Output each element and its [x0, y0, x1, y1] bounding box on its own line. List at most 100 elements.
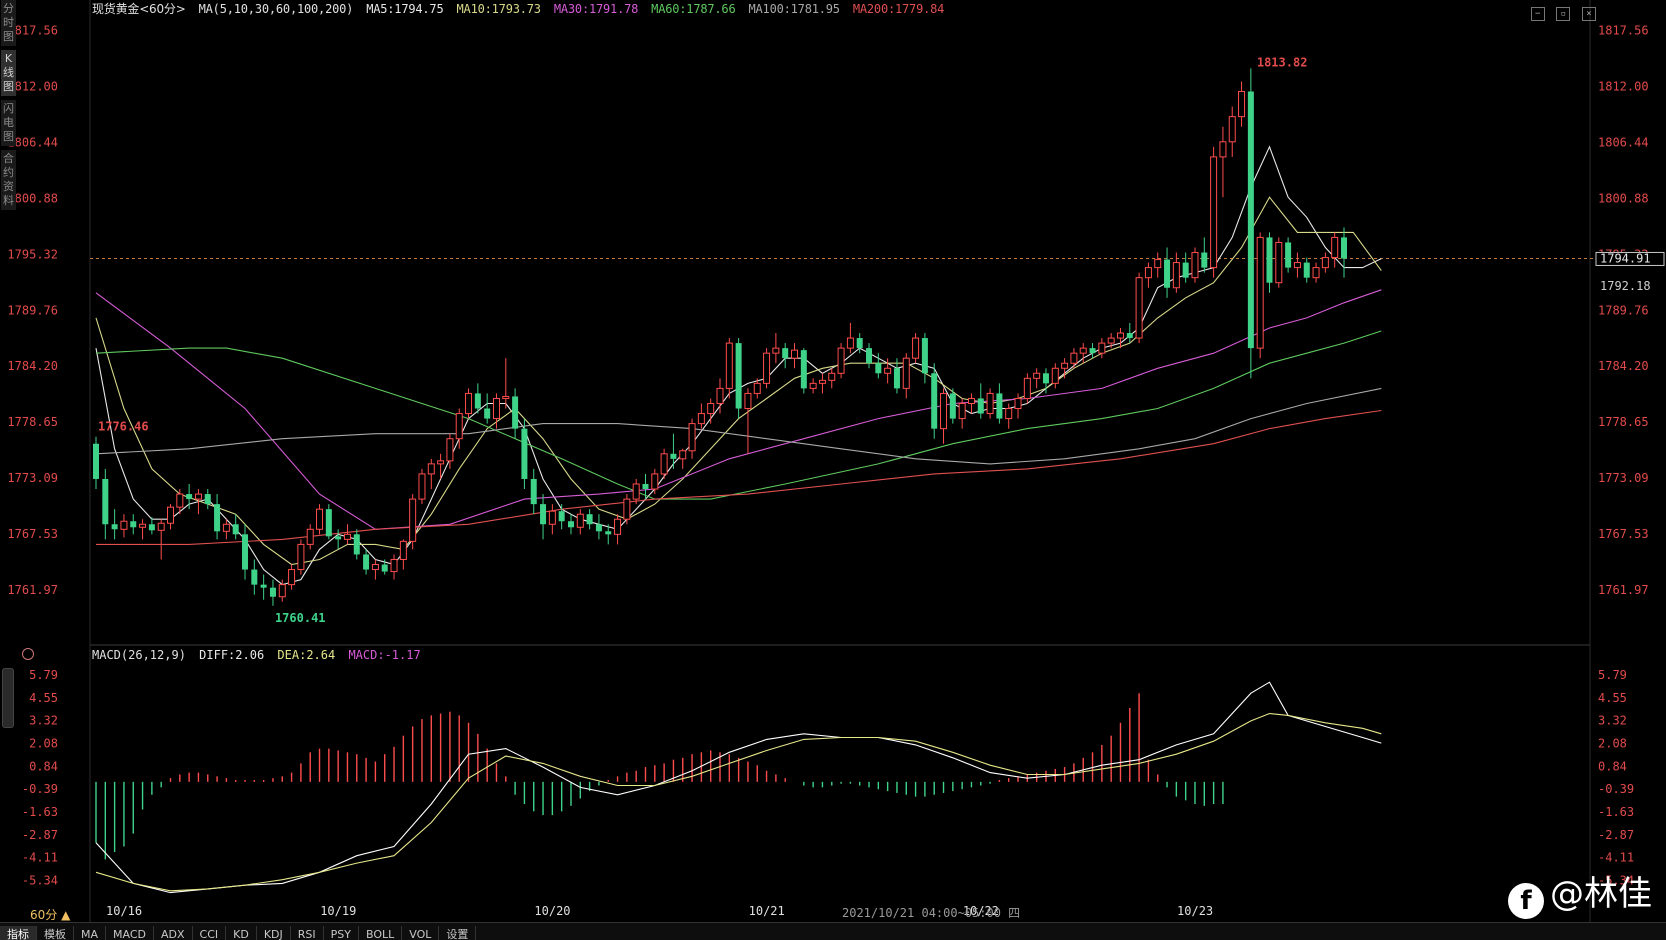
candle-body	[157, 522, 165, 531]
toolbar-vol[interactable]: VOL	[402, 926, 440, 940]
start-price-label: 1776.46	[98, 420, 149, 434]
macd-axis-right-label: 5.79	[1598, 668, 1627, 682]
price-axis-right-label: 1784.20	[1598, 359, 1649, 373]
candle-body	[502, 395, 510, 399]
candle-body	[251, 569, 258, 585]
candle-body	[623, 498, 631, 520]
candle-body	[418, 473, 426, 500]
macd-axis-left-label: -2.87	[22, 828, 58, 842]
price-axis-right-label: 1767.53	[1598, 527, 1649, 541]
watermark: f @林佳	[1508, 866, 1652, 919]
ma-line-ma200	[96, 409, 1382, 545]
candle-body	[614, 518, 622, 535]
date-label: 10/16	[106, 904, 142, 918]
candle-body	[512, 396, 519, 429]
candle-body	[409, 498, 417, 542]
restore-icon[interactable]: ▫	[1556, 7, 1571, 21]
price-axis-right-label: 1800.88	[1598, 191, 1649, 205]
candle-body	[931, 373, 938, 429]
price-axis-right-label: 1812.00	[1598, 79, 1649, 93]
candle-body	[363, 554, 370, 570]
macd-axis-right-label: 3.32	[1598, 714, 1627, 728]
toolbar-tab-indicators[interactable]: 指标	[0, 926, 37, 940]
candle-body	[1275, 241, 1283, 284]
sidebar-tab-timeshare[interactable]: 分时图	[1, 0, 16, 46]
toolbar-tab-template[interactable]: 模板	[37, 926, 74, 940]
minimize-icon[interactable]: −	[1530, 7, 1545, 21]
watermark-logo-icon: f	[1508, 883, 1544, 919]
macd-axis-right-label: -5.34	[1598, 873, 1634, 887]
candle-body	[1321, 257, 1329, 269]
macd-axis-right-label: -4.11	[1598, 851, 1634, 865]
candle-body	[1303, 262, 1310, 278]
candle-body	[1247, 91, 1254, 349]
macd-axis-right-label: 4.55	[1598, 691, 1627, 705]
candle-body	[567, 521, 574, 528]
candle-body	[1312, 267, 1320, 279]
candle-body	[967, 397, 975, 404]
sidebar-tab-kline[interactable]: K线图	[1, 50, 16, 96]
macd-axis-left-label: 3.32	[29, 714, 58, 728]
secondary-price-label: 1792.18	[1600, 279, 1651, 293]
candle-body	[1172, 262, 1180, 289]
candle-body	[866, 348, 873, 364]
candle-body	[1201, 252, 1208, 268]
sidebar-tab-flash[interactable]: 闪电图	[1, 100, 16, 146]
toolbar-settings[interactable]: 设置	[439, 926, 477, 940]
toolbar-rsi[interactable]: RSI	[291, 926, 324, 940]
candle-body	[111, 524, 118, 530]
price-axis-left-label: 1806.44	[7, 135, 58, 149]
toolbar-kdj[interactable]: KDJ	[257, 926, 291, 940]
macd-param[interactable]: MACD(26,12,9)	[92, 648, 186, 662]
toolbar-macd[interactable]: MACD	[106, 926, 154, 940]
candle-body	[1051, 367, 1059, 384]
macd-value: MACD:-1.17	[348, 648, 421, 662]
min-price-label: 1760.41	[275, 611, 326, 625]
candle-body	[660, 453, 668, 475]
candle-body	[371, 564, 379, 571]
macd-axis-left-label: 5.79	[29, 668, 58, 682]
candle-body	[986, 392, 994, 415]
price-axis-left-label: 1761.97	[7, 583, 58, 597]
candle-body	[912, 337, 920, 359]
macd-settings-icon[interactable]	[22, 648, 34, 660]
toolbar-adx[interactable]: ADX	[154, 926, 193, 940]
candle-body	[837, 347, 845, 374]
toolbar-kd[interactable]: KD	[226, 926, 257, 940]
toolbar-ma[interactable]: MA	[74, 926, 107, 940]
candle-body	[791, 349, 799, 359]
candle-body	[651, 473, 659, 490]
candle-body	[782, 348, 789, 359]
candle-body	[1293, 262, 1301, 269]
candle-body	[1135, 277, 1143, 339]
sidebar-tab-contract-info[interactable]: 合约资料	[1, 150, 16, 210]
candle-body	[1014, 397, 1022, 410]
candle-body	[716, 387, 724, 404]
close-icon[interactable]: ×	[1582, 7, 1596, 21]
price-axis-right-label: 1789.76	[1598, 303, 1649, 317]
toolbar-boll[interactable]: BOLL	[359, 926, 403, 940]
toolbar-psy[interactable]: PSY	[324, 926, 359, 940]
ma-line-ma10	[95, 196, 1382, 566]
candle-body	[679, 450, 687, 460]
candle-body	[1191, 252, 1199, 279]
toolbar-cci[interactable]: CCI	[193, 926, 227, 940]
period-selector[interactable]: 60分 ▲	[30, 908, 71, 922]
price-axis-left-label: 1778.65	[7, 415, 58, 429]
candle-body	[707, 402, 715, 415]
candle-body	[297, 543, 305, 571]
macd-legend: MACD(26,12,9) DIFF:2.06 DEA:2.64 MACD:-1…	[92, 648, 427, 662]
instrument-title[interactable]: 现货黄金<60分>	[92, 2, 186, 16]
date-label: 10/19	[320, 904, 356, 918]
ma-param[interactable]: MA(5,10,30,60,100,200)	[198, 2, 354, 16]
price-axis-left-label: 1817.56	[7, 23, 58, 37]
ma5-value: MA5:1794.75	[366, 2, 444, 16]
panel-scroll-handle[interactable]	[2, 668, 14, 728]
ma-legend: 现货黄金<60分> MA(5,10,30,60,100,200) MA5:179…	[92, 0, 950, 16]
price-axis-right-label: 1778.65	[1598, 415, 1649, 429]
candle-body	[1210, 156, 1218, 269]
candle-body	[670, 453, 677, 459]
candle-body	[809, 382, 817, 389]
